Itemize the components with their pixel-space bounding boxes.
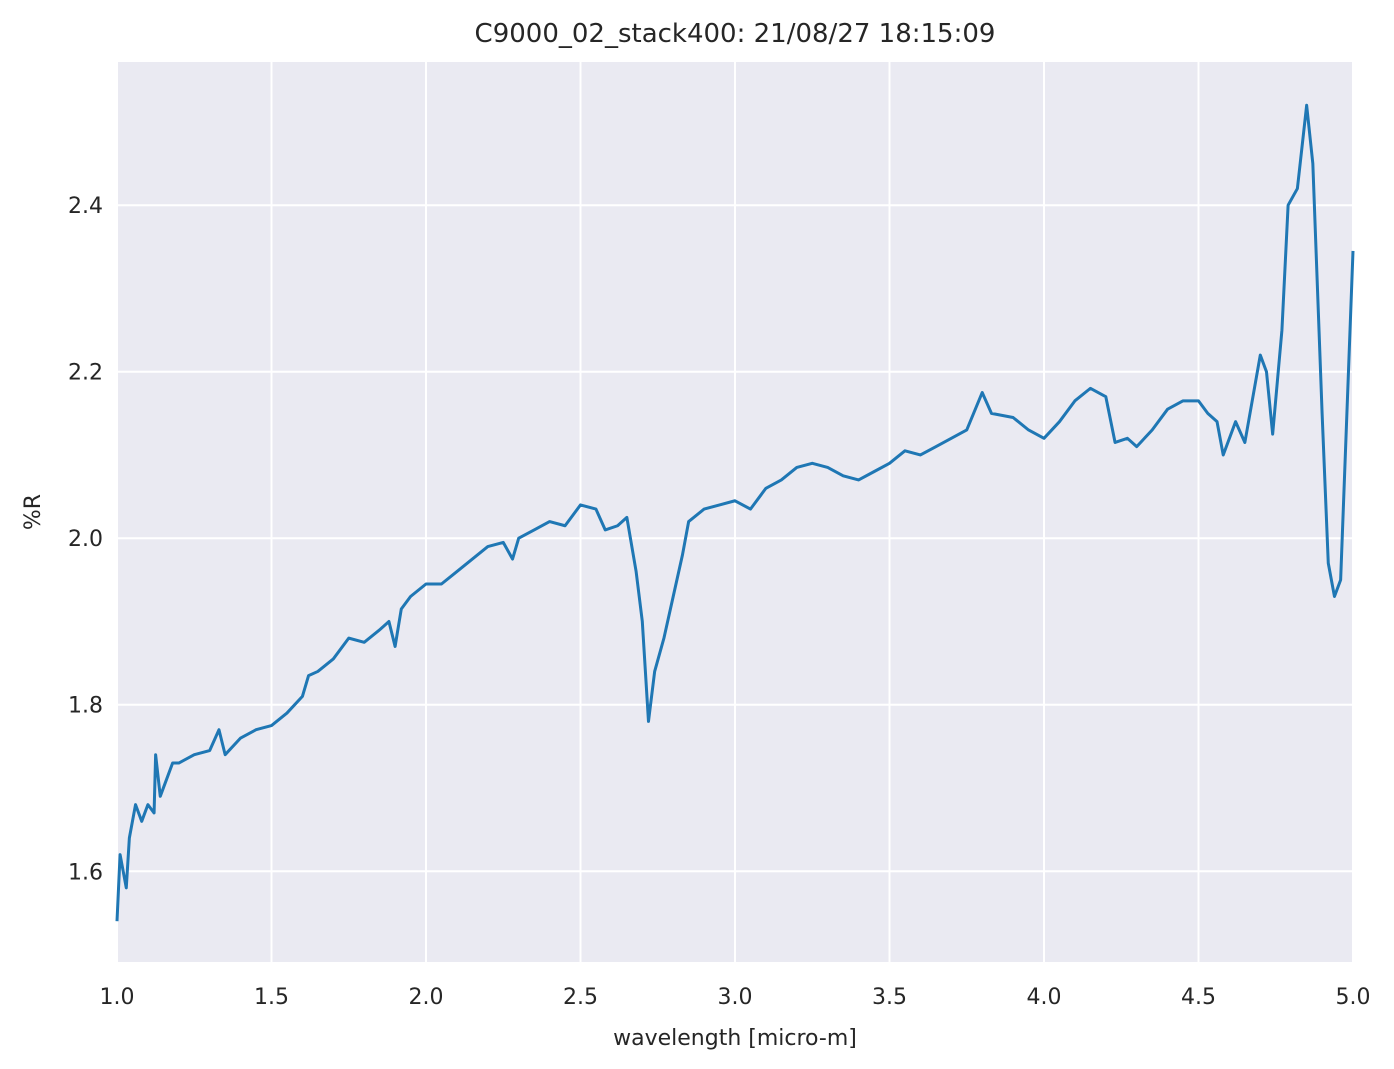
x-tick-label: 4.0 bbox=[1027, 985, 1062, 1010]
y-tick-label: 2.2 bbox=[68, 361, 103, 386]
x-tick-label: 3.5 bbox=[872, 985, 907, 1010]
x-tick-label: 3.0 bbox=[718, 985, 753, 1010]
x-axis-label: wavelength [micro-m] bbox=[613, 1026, 857, 1051]
x-tick-label: 2.0 bbox=[409, 985, 444, 1010]
chart-title: C9000_02_stack400: 21/08/27 18:15:09 bbox=[475, 19, 996, 49]
x-tick-label: 1.0 bbox=[100, 985, 135, 1010]
x-tick-label: 4.5 bbox=[1181, 985, 1216, 1010]
x-tick-label: 1.5 bbox=[254, 985, 289, 1010]
grid bbox=[116, 62, 1354, 962]
y-tick-label: 1.6 bbox=[68, 860, 103, 885]
y-axis-label: %R bbox=[21, 494, 46, 530]
data-line bbox=[115, 103, 1355, 922]
x-tick-label: 5.0 bbox=[1336, 985, 1371, 1010]
y-tick-label: 1.8 bbox=[68, 694, 103, 719]
y-tick-label: 2.0 bbox=[68, 527, 103, 552]
y-tick-label: 2.4 bbox=[68, 194, 103, 219]
x-tick-label: 2.5 bbox=[563, 985, 598, 1010]
marks bbox=[115, 103, 1355, 922]
